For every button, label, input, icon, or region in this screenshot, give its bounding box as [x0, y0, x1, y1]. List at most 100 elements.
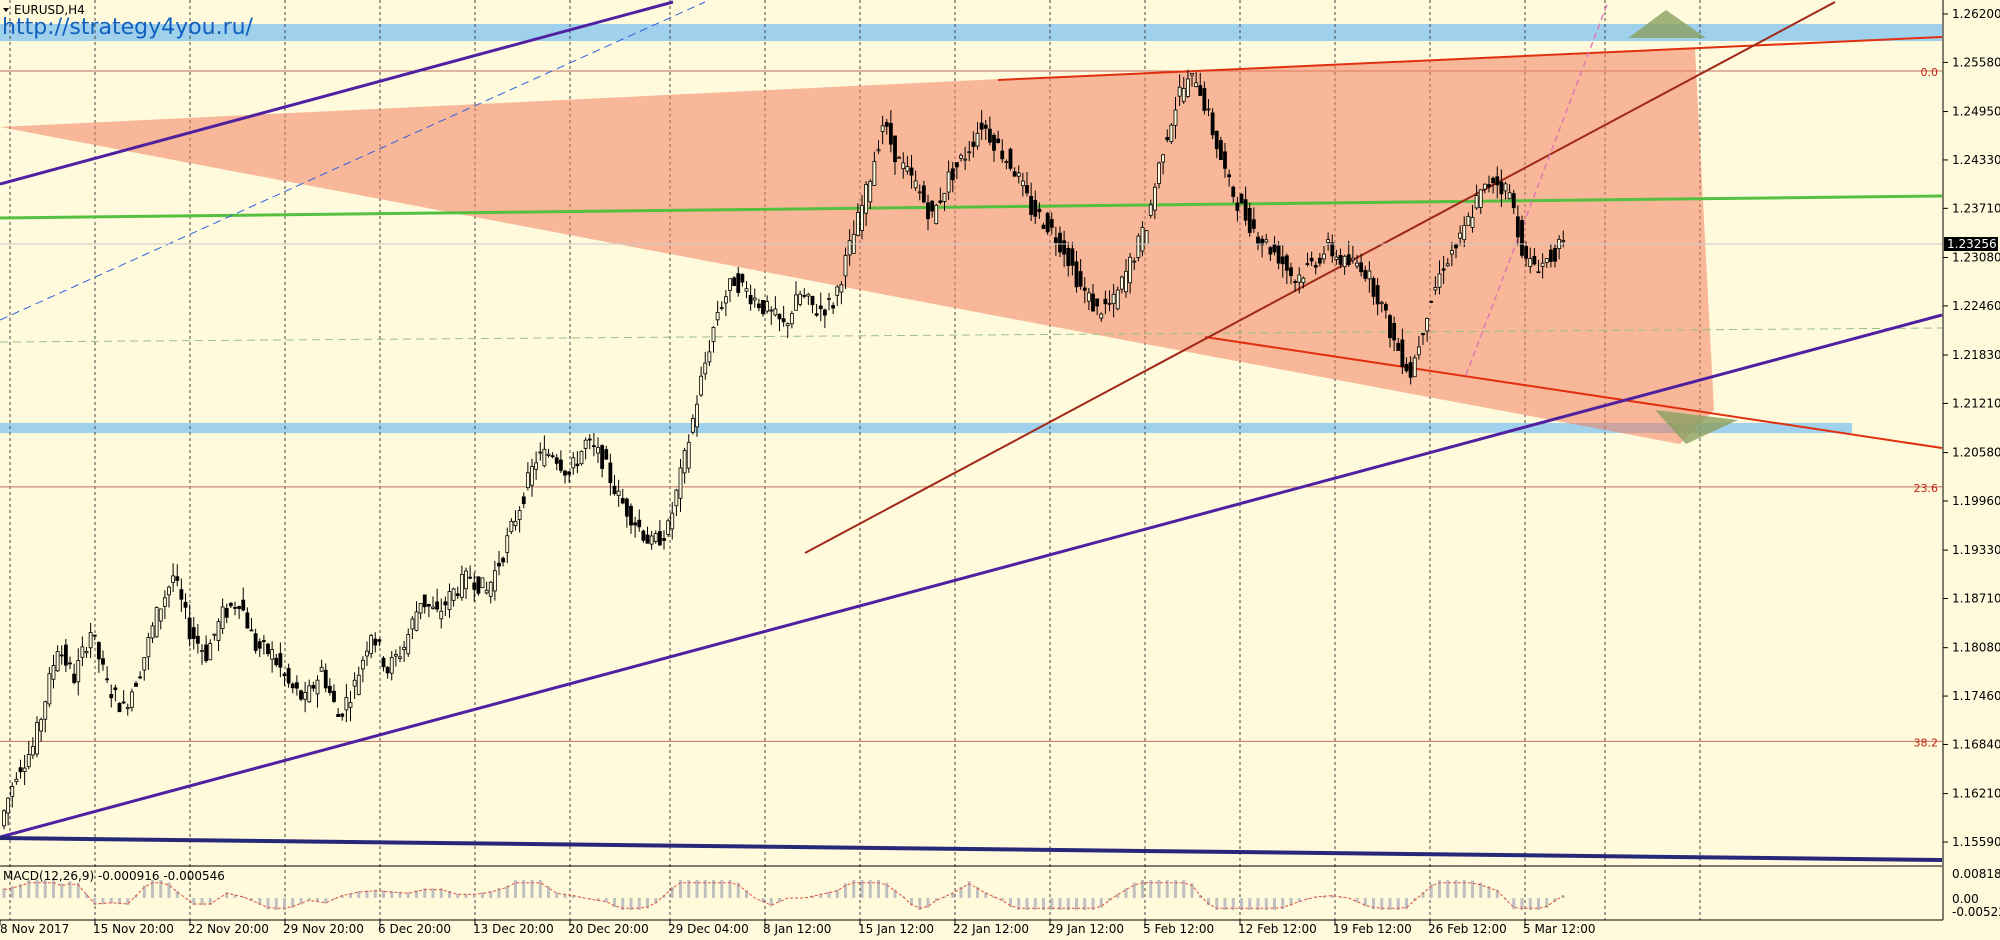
- candle-body: [1049, 219, 1054, 228]
- candle-body: [220, 606, 225, 629]
- current-price-marker: 1.23256: [1944, 237, 1998, 251]
- candle-body: [1544, 258, 1549, 263]
- candle-body: [158, 608, 163, 622]
- candle-body: [728, 278, 732, 291]
- candle-body: [1359, 262, 1364, 273]
- time-tick-label: 5 Mar 12:00: [1523, 922, 1596, 936]
- candle-body: [732, 277, 737, 287]
- candle-body: [303, 692, 308, 700]
- candle-body: [719, 307, 724, 309]
- chart-symbol-title: EURUSD,H4: [14, 3, 85, 17]
- candle-body: [637, 519, 642, 528]
- candle-body: [1128, 256, 1133, 284]
- candle-body: [105, 678, 110, 681]
- candle-body: [80, 646, 85, 658]
- candle-body: [1429, 300, 1434, 303]
- triangle-pattern: [0, 49, 1714, 444]
- candle-body: [1272, 244, 1277, 253]
- candle-body: [365, 650, 369, 657]
- price-tick-label: 1.24330: [1952, 153, 2000, 167]
- candle-body: [1404, 363, 1409, 372]
- candle-body: [323, 669, 328, 689]
- candle-body: [616, 490, 621, 496]
- candle-body: [1115, 289, 1120, 310]
- candle-body: [393, 654, 398, 657]
- candle-body: [1553, 247, 1557, 262]
- candle-body: [950, 168, 955, 181]
- macd-tick-label: 0.008181: [1952, 867, 2000, 881]
- candle-body: [942, 192, 947, 202]
- candle-body: [1058, 232, 1062, 253]
- time-tick-label: 29 Dec 04:00: [668, 922, 749, 936]
- candle-body: [946, 171, 951, 193]
- candle-body: [517, 510, 522, 520]
- candle-body: [1346, 254, 1351, 266]
- price-tick-label: 1.20580: [1952, 446, 2000, 460]
- candle-body: [191, 627, 196, 639]
- price-tick-label: 1.18080: [1952, 641, 2000, 655]
- candle-body: [1322, 253, 1326, 260]
- watermark-url[interactable]: http://strategy4you.ru/: [2, 15, 254, 40]
- support-zone: [0, 423, 1852, 433]
- candle-body: [72, 673, 77, 683]
- candle-body: [822, 309, 827, 316]
- candle-body: [814, 313, 819, 316]
- candle-body: [406, 634, 411, 655]
- candle-body: [241, 599, 246, 611]
- candle-body: [1091, 293, 1095, 312]
- candle-body: [327, 685, 332, 693]
- candle-body: [653, 533, 658, 542]
- candle-body: [670, 512, 675, 530]
- candle-body: [633, 522, 638, 526]
- candle-body: [641, 530, 646, 541]
- time-tick-label: 5 Feb 12:00: [1143, 922, 1214, 936]
- candle-body: [1020, 180, 1025, 187]
- candle-body: [1256, 236, 1260, 244]
- moving-average-line: [0, 194, 1943, 220]
- time-tick-label: 15 Nov 20:00: [93, 922, 174, 936]
- candle-body: [307, 685, 312, 703]
- candle-body: [1383, 304, 1388, 311]
- candle-body: [1025, 185, 1029, 194]
- candle-body: [398, 656, 402, 659]
- candle-body: [113, 687, 118, 691]
- candle-body: [1437, 273, 1442, 288]
- candle-body: [1350, 257, 1355, 261]
- candle-body: [1095, 298, 1100, 307]
- candle-body: [1400, 339, 1405, 367]
- candle-body: [76, 660, 81, 683]
- candle-body: [488, 581, 493, 597]
- candle-body: [864, 184, 869, 214]
- candle-body: [888, 123, 893, 145]
- candle-body: [1470, 216, 1475, 228]
- candle-body: [992, 134, 996, 151]
- candle-body: [1177, 86, 1182, 97]
- candle-body: [744, 288, 749, 292]
- candle-body: [348, 702, 353, 708]
- time-tick-label: 26 Feb 12:00: [1428, 922, 1507, 936]
- candle-body: [472, 582, 477, 590]
- fib-level-label: 38.2: [1914, 736, 1939, 749]
- candle-body: [1301, 277, 1306, 283]
- chart-menu-icon[interactable]: [3, 8, 9, 12]
- candle-body: [678, 467, 683, 499]
- candle-body: [769, 309, 774, 312]
- trendline-dashed-blue: [0, 1, 706, 321]
- candle-body: [10, 785, 15, 797]
- resistance-zone: [0, 24, 1942, 41]
- candle-body: [35, 722, 39, 755]
- candle-body: [1053, 237, 1058, 244]
- candle-body: [162, 597, 167, 607]
- candle-body: [1421, 333, 1425, 336]
- time-tick-label: 15 Jan 12:00: [858, 922, 934, 936]
- candle-body: [39, 719, 44, 732]
- candle-body: [340, 713, 345, 717]
- candle-body: [963, 158, 968, 161]
- candle-body: [501, 557, 506, 563]
- candle-body: [608, 462, 613, 484]
- candle-body: [1396, 342, 1401, 351]
- trendline-rising-brown: [804, 1, 1836, 554]
- candle-body: [1503, 183, 1508, 192]
